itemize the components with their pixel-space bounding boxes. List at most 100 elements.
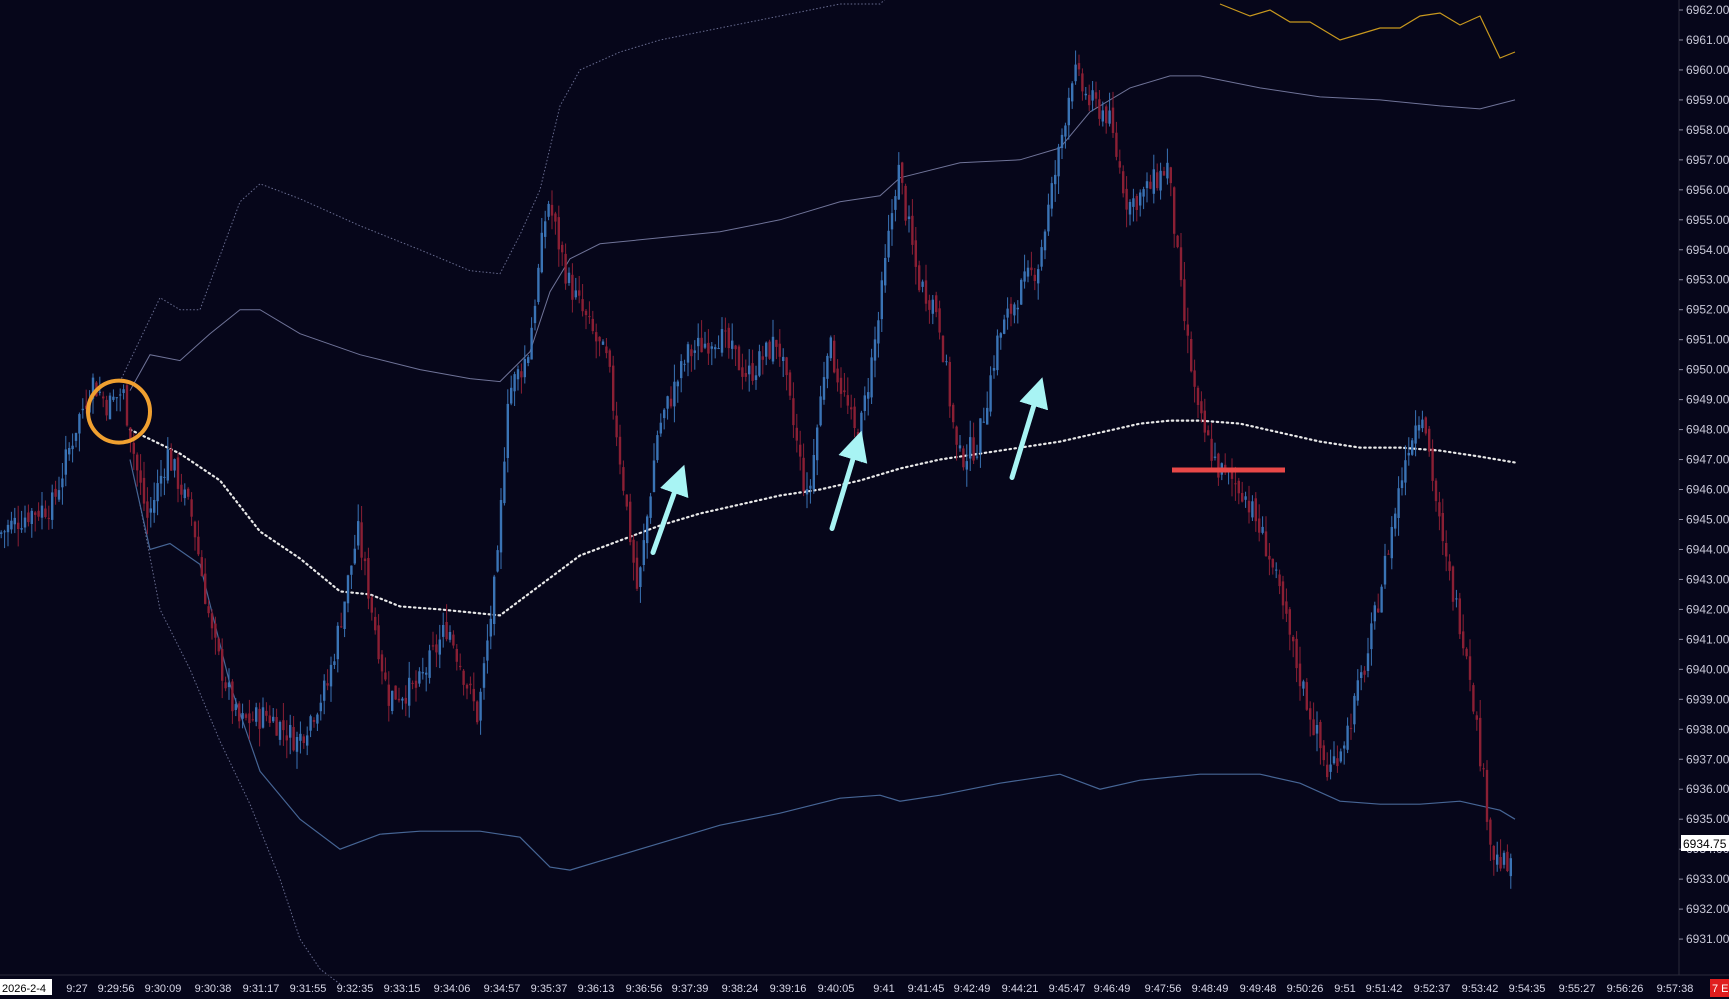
arrow-annotation	[829, 430, 868, 531]
candle-body	[1502, 852, 1506, 865]
candle-body	[173, 459, 176, 471]
candle-body	[234, 704, 237, 710]
down-candle	[1438, 491, 1441, 531]
down-candle	[374, 607, 377, 635]
candle-body	[428, 650, 431, 678]
up-candle	[754, 365, 758, 390]
up-candle	[1411, 438, 1414, 456]
down-candle	[1173, 186, 1176, 248]
candle-body	[64, 449, 67, 475]
up-candle	[78, 412, 81, 452]
candle-body	[673, 381, 676, 407]
up-candle	[659, 413, 662, 437]
candle-body	[462, 670, 465, 685]
up-candle	[1142, 186, 1145, 210]
candle-body	[941, 335, 945, 362]
candle-body	[200, 557, 203, 576]
candle-body	[0, 532, 3, 534]
up-candle	[156, 469, 159, 516]
up-candle	[1397, 476, 1400, 536]
down-candle	[1278, 569, 1281, 595]
price-axis[interactable]: 6931.006932.006933.006934.006935.006936.…	[1678, 0, 1729, 975]
candle-body	[176, 457, 180, 489]
down-candle	[1485, 760, 1489, 831]
down-candle	[452, 630, 455, 649]
down-candle	[1176, 234, 1179, 249]
candle-body	[1434, 480, 1438, 502]
up-candle	[1152, 154, 1155, 204]
price-tick-label: 6957.00	[1686, 153, 1729, 167]
price-tick-label: 6954.00	[1686, 243, 1729, 257]
candle-body	[1196, 387, 1200, 405]
down-candle	[792, 382, 795, 438]
up-candle	[870, 348, 873, 404]
candle-body	[408, 677, 411, 706]
up-candle	[516, 365, 520, 391]
candle-body	[1407, 452, 1410, 456]
up-candle	[873, 326, 877, 378]
down-candle	[550, 190, 554, 230]
up-candle	[1026, 260, 1030, 283]
candle-body	[1101, 110, 1104, 122]
up-candle	[1251, 495, 1254, 521]
up-candle	[159, 460, 163, 497]
candle-body	[1207, 430, 1210, 436]
down-candle	[1479, 700, 1482, 772]
down-candle	[1196, 385, 1200, 419]
up-candle	[540, 218, 543, 274]
candle-body	[571, 274, 574, 300]
price-tick-label: 6956.00	[1686, 183, 1729, 197]
up-candle	[1329, 749, 1332, 780]
candle-body	[306, 735, 309, 746]
candle-body	[1125, 188, 1128, 210]
candle-body	[1074, 64, 1077, 82]
candle-body	[591, 318, 594, 332]
down-candle	[1295, 631, 1298, 683]
down-candle	[935, 291, 938, 318]
up-candle	[816, 424, 819, 476]
up-candle	[975, 444, 979, 460]
candle-body	[850, 407, 853, 410]
up-candle	[676, 379, 679, 403]
candle-body	[142, 477, 146, 504]
candle-body	[452, 634, 455, 646]
price-tick-label: 6958.00	[1686, 123, 1729, 137]
candle-body	[244, 714, 248, 718]
up-candle	[153, 482, 156, 523]
down-candle	[1305, 678, 1308, 711]
up-candle	[1101, 101, 1104, 127]
candle-body	[207, 606, 210, 614]
up-candle	[527, 355, 530, 367]
time-tick-label: 9:34:57	[484, 983, 521, 995]
up-candle	[401, 696, 404, 710]
candle-body	[642, 540, 645, 565]
time-axis[interactable]: 9:27 9:29:56 9:30:09 9:30:38 9:31:17 9:31:55 9…	[0, 974, 1729, 995]
down-candle	[360, 506, 363, 571]
candle-body	[54, 488, 57, 497]
up-candle	[278, 720, 282, 746]
up-candle	[57, 476, 61, 502]
candle-body	[231, 681, 234, 712]
candle-body	[10, 520, 13, 530]
bands-layer	[119, 0, 1517, 985]
candle-body	[1472, 685, 1475, 712]
down-candle	[775, 339, 778, 360]
down-candle	[27, 504, 30, 527]
down-candle	[1234, 466, 1237, 501]
up-candle	[1373, 601, 1376, 630]
up-candle	[6, 519, 10, 547]
down-candle	[1445, 530, 1448, 572]
down-candle	[1468, 639, 1472, 692]
candle-body	[343, 601, 346, 629]
up-candle	[771, 319, 775, 365]
time-tick-label: 9:45:47	[1049, 983, 1086, 995]
down-candle	[690, 344, 693, 372]
candle-body	[720, 329, 724, 353]
candle-body	[1309, 708, 1312, 720]
candle-body	[1173, 187, 1176, 234]
down-candle	[1288, 607, 1291, 651]
candle-body	[945, 361, 948, 363]
candle-body	[1241, 493, 1244, 502]
candle-body	[1230, 471, 1234, 479]
